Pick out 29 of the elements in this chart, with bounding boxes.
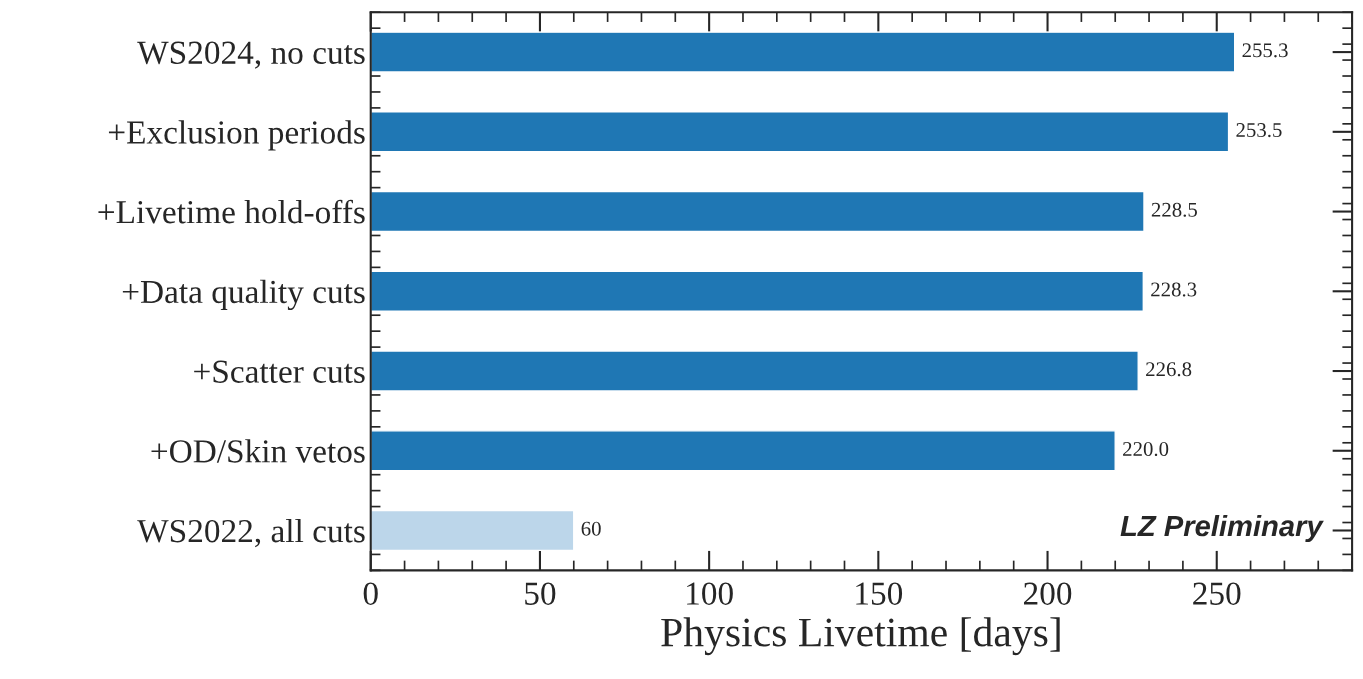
x-tick-label: 150 — [856, 582, 903, 605]
y-tick-label: +Scatter cuts — [194, 360, 365, 383]
data-label: 60 — [581, 521, 601, 536]
data-label: 228.5 — [1151, 202, 1197, 217]
data-label: 255.3 — [1242, 43, 1288, 58]
y-tick-label: +Data quality cuts — [122, 279, 365, 311]
x-tick-label: 250 — [1193, 582, 1241, 605]
annotation: LZ Preliminary — [1120, 514, 1324, 543]
bar — [370, 111, 1230, 153]
data-label: 253.5 — [1236, 123, 1282, 138]
bar — [370, 350, 1139, 392]
y-tick-label: +Exclusion periods — [108, 120, 365, 151]
bar — [370, 270, 1144, 312]
bar — [370, 509, 575, 552]
y-tick-label: WS2024, no cuts — [137, 41, 365, 69]
x-tick-label: 50 — [525, 582, 556, 605]
data-label: 220.0 — [1123, 441, 1169, 457]
y-tick-label: +Livetime hold-offs — [98, 199, 365, 224]
y-tick-label: +OD/Skin vetos — [151, 439, 365, 463]
bar — [370, 190, 1145, 233]
x-tick-label: 0 — [363, 582, 378, 605]
x-tick-label: 200 — [1024, 582, 1072, 605]
data-label: 228.3 — [1151, 282, 1197, 297]
x-axis-title: Physics Livetime [days] — [661, 617, 1060, 656]
data-label: 226.8 — [1146, 362, 1192, 377]
bar — [370, 430, 1116, 472]
bar — [370, 31, 1236, 73]
y-tick-label: WS2022, all cuts — [137, 518, 365, 548]
x-tick-label: 100 — [687, 582, 733, 605]
